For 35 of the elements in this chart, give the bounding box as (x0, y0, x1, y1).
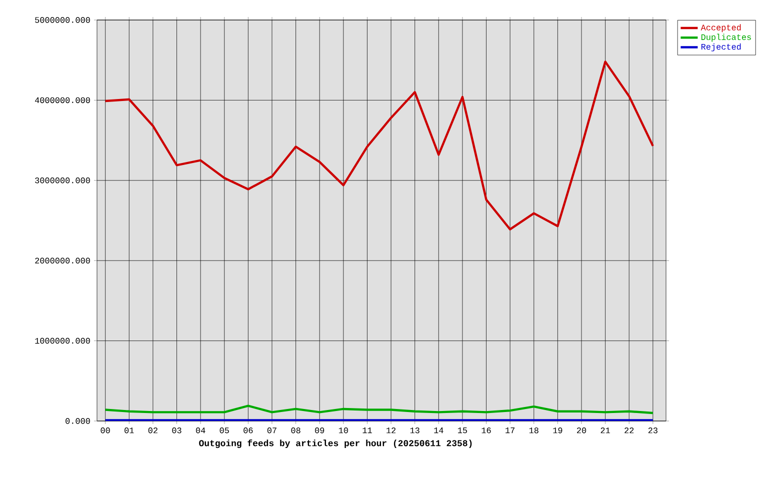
x-tick-label: 09 (315, 428, 324, 434)
x-tick-label: 10 (338, 428, 348, 434)
x-axis-title: Outgoing feeds by articles per hour (20250611 2358) (199, 440, 472, 448)
x-tick-label: 14 (434, 428, 444, 434)
x-tick-label: 12 (386, 428, 396, 434)
x-tick-label: 06 (244, 428, 253, 434)
x-tick-label: 20 (577, 428, 586, 434)
x-tick-label: 07 (267, 428, 276, 434)
x-tick-label: 04 (196, 428, 206, 434)
x-tick-label: 22 (624, 428, 634, 434)
x-tick-label: 15 (458, 428, 467, 434)
legend-label: Duplicates (701, 34, 751, 42)
x-tick-label: 03 (172, 428, 182, 434)
x-tick-label: 01 (124, 428, 134, 434)
y-tick-label: 2000000.000 (35, 258, 90, 264)
line-series (104, 60, 654, 230)
x-tick-label: 11 (362, 428, 372, 434)
x-tick-label: 13 (410, 428, 420, 434)
y-tick-label: 0.000 (66, 418, 90, 424)
x-tick-label: 18 (529, 428, 538, 434)
y-tick-label: 4000000.000 (35, 97, 90, 104)
x-tick-label: 00 (100, 428, 110, 434)
x-tick-label: 19 (553, 428, 562, 434)
legend-label: Rejected (701, 43, 741, 52)
x-tick-label: 21 (600, 428, 610, 434)
x-tick-label: 02 (148, 428, 158, 434)
x-tick-label: 08 (291, 428, 300, 434)
x-tick-label: 05 (220, 428, 229, 434)
x-tick-label: 23 (648, 428, 658, 434)
y-tick-label: 5000000.000 (35, 17, 90, 23)
x-tick-label: 17 (506, 428, 514, 434)
y-tick-label: 1000000.000 (35, 338, 90, 344)
x-tick-label: 16 (482, 428, 491, 434)
legend-label: Accepted (700, 24, 741, 32)
y-tick-label: 3000000.000 (35, 178, 90, 184)
